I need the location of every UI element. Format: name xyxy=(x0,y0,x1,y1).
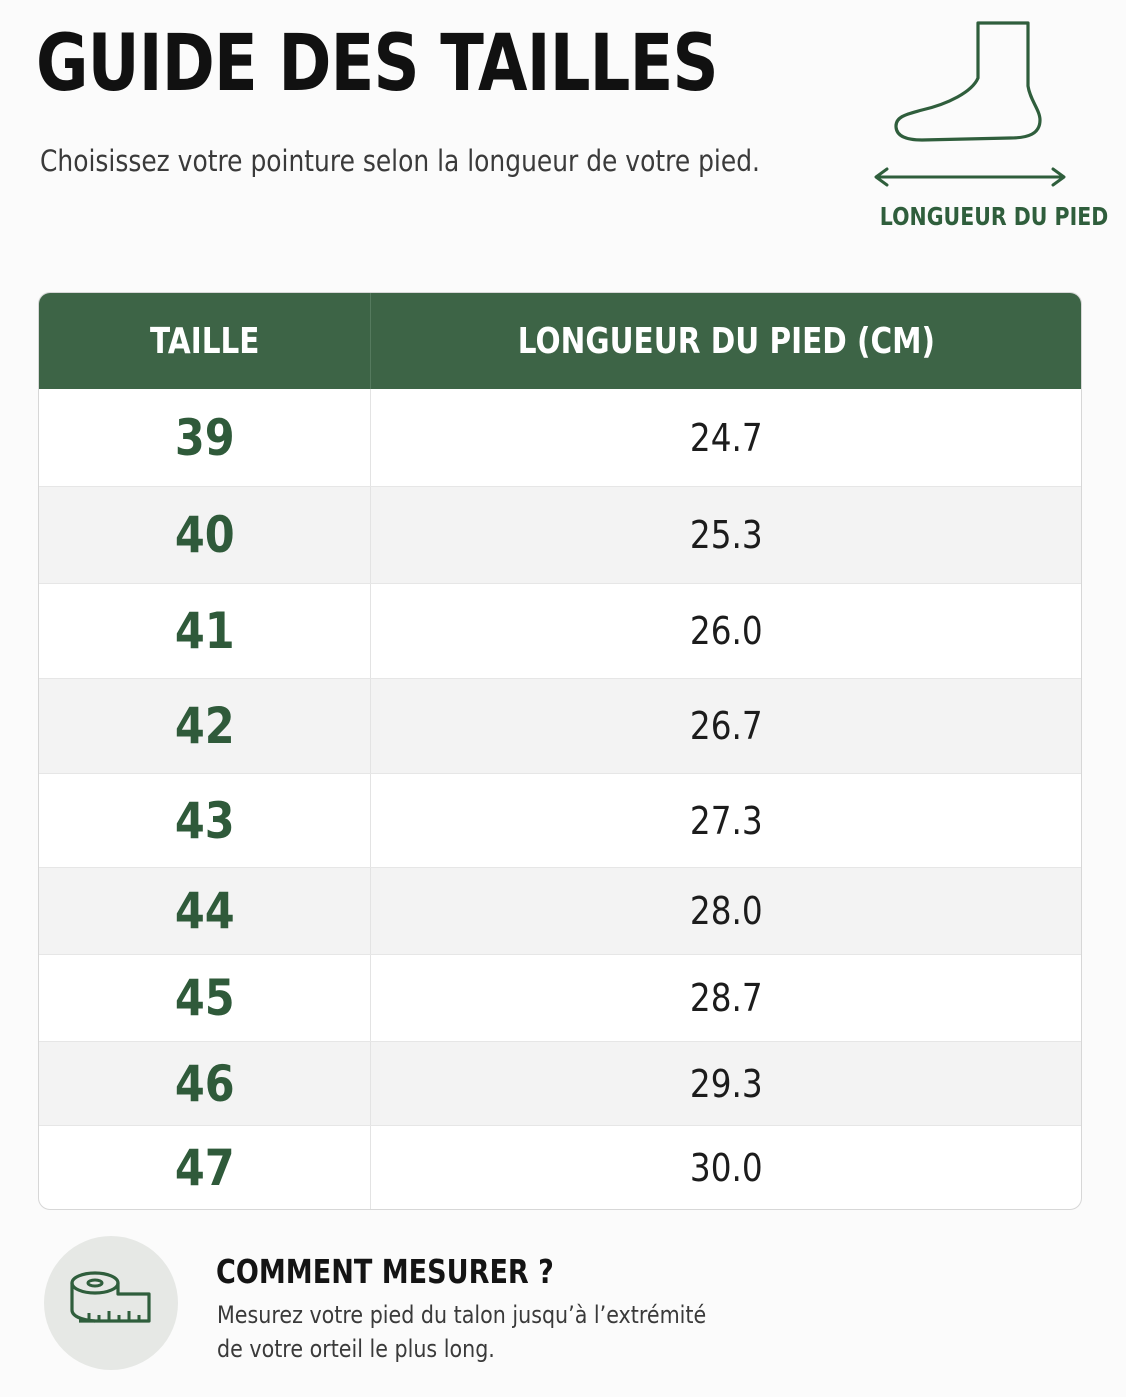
page-subtitle: Choisissez votre pointure selon la longu… xyxy=(40,144,760,178)
foot-length-illustration: LONGUEUR DU PIED xyxy=(860,18,1109,238)
column-header-length: LONGUEUR DU PIED (CM) xyxy=(517,320,935,362)
size-cell: 47 xyxy=(39,1126,371,1209)
table-row: 39 24.7 xyxy=(39,389,1081,486)
measuring-tape-icon xyxy=(70,1271,151,1323)
length-cell: 30.0 xyxy=(689,1145,763,1190)
howto-line: de votre orteil le plus long. xyxy=(217,1335,495,1363)
size-cell: 44 xyxy=(39,868,371,954)
howto-line: Mesurez votre pied du talon jusqu’à l’ex… xyxy=(217,1301,707,1329)
length-cell: 28.0 xyxy=(689,889,763,933)
table-row: 45 28.7 xyxy=(39,954,1081,1041)
table-row: 46 29.3 xyxy=(39,1041,1081,1125)
table-row: 40 25.3 xyxy=(39,486,1081,583)
page-title: GUIDE DES TAILLES xyxy=(36,19,719,109)
table-header: TAILLE LONGUEUR DU PIED (CM) xyxy=(39,293,1081,389)
foot-icon xyxy=(874,21,1066,187)
size-cell: 42 xyxy=(39,679,371,773)
table-body: 39 24.7 40 25.3 41 26.0 42 26.7 43 27.3 … xyxy=(39,389,1081,1209)
foot-length-label: LONGUEUR DU PIED xyxy=(879,202,1109,231)
size-cell: 46 xyxy=(39,1042,371,1125)
table-row: 47 30.0 xyxy=(39,1125,1081,1209)
length-cell: 26.0 xyxy=(689,609,763,653)
size-cell: 45 xyxy=(39,955,371,1041)
table-row: 43 27.3 xyxy=(39,773,1081,867)
size-cell: 41 xyxy=(39,584,371,678)
size-table: TAILLE LONGUEUR DU PIED (CM) 39 24.7 40 … xyxy=(38,292,1082,1210)
measure-icon-badge xyxy=(44,1236,178,1370)
length-cell: 29.3 xyxy=(689,1061,763,1106)
size-cell: 39 xyxy=(39,389,371,486)
column-header-size: TAILLE xyxy=(39,293,371,389)
size-cell: 40 xyxy=(39,487,371,583)
length-cell: 24.7 xyxy=(689,415,763,460)
length-cell: 28.7 xyxy=(689,976,763,1020)
table-row: 41 26.0 xyxy=(39,583,1081,678)
howto-instructions: Mesurez votre pied du talon jusqu’à l’ex… xyxy=(217,1298,706,1366)
length-cell: 25.3 xyxy=(689,513,763,557)
length-cell: 26.7 xyxy=(689,704,763,748)
table-row: 42 26.7 xyxy=(39,678,1081,773)
size-cell: 43 xyxy=(39,774,371,867)
length-cell: 27.3 xyxy=(689,798,763,843)
howto-title: COMMENT MESURER ? xyxy=(216,1252,554,1291)
table-row: 44 28.0 xyxy=(39,867,1081,954)
